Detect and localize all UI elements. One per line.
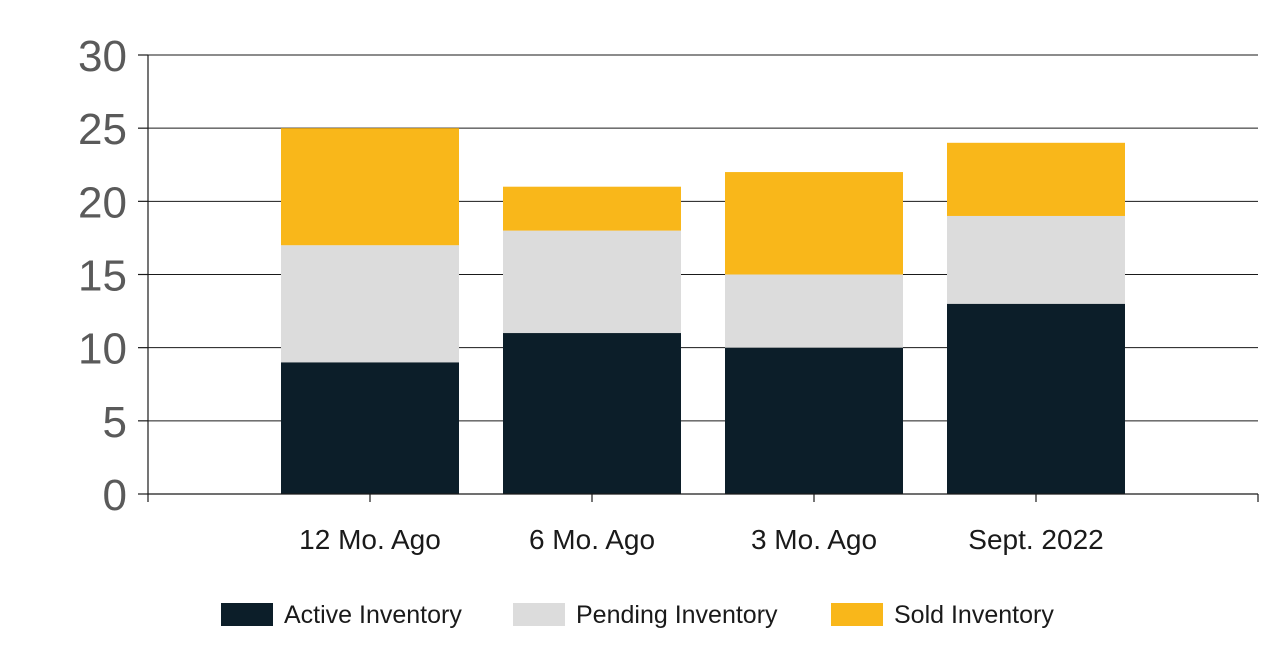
legend-label: Active Inventory — [284, 601, 462, 629]
y-tick-label: 0 — [103, 471, 127, 520]
legend: Active Inventory Pending Inventory Sold In… — [221, 601, 1054, 629]
y-tick-labels: 0 5 10 15 20 25 30 — [78, 32, 127, 520]
bar-segment-sold-inventory — [725, 172, 903, 275]
x-tick-label: Sept. 2022 — [968, 524, 1103, 555]
legend-label: Pending Inventory — [576, 601, 778, 629]
y-tick-label: 30 — [78, 32, 127, 81]
x-tick-label: 3 Mo. Ago — [751, 524, 877, 555]
bar-segment-pending-inventory — [725, 274, 903, 348]
bar-segment-active-inventory — [725, 347, 903, 494]
legend-swatch — [831, 603, 883, 626]
bars — [281, 128, 1125, 494]
x-tick-label: 6 Mo. Ago — [529, 524, 655, 555]
y-tick-label: 10 — [78, 325, 127, 374]
bar-segment-pending-inventory — [503, 230, 681, 334]
y-tick-label: 25 — [78, 105, 127, 154]
bar-segment-pending-inventory — [947, 215, 1125, 304]
y-tick-label: 5 — [103, 398, 127, 447]
bar-segment-active-inventory — [281, 362, 459, 494]
legend-label: Sold Inventory — [894, 601, 1054, 629]
bar-segment-sold-inventory — [503, 186, 681, 231]
legend-swatch — [513, 603, 565, 626]
axes — [138, 54, 1259, 502]
y-tick-label: 20 — [78, 178, 127, 227]
bar-segment-active-inventory — [503, 333, 681, 494]
bar-segment-sold-inventory — [947, 142, 1125, 216]
x-tick-labels: 12 Mo. Ago 6 Mo. Ago 3 Mo. Ago Sept. 2022 — [299, 524, 1104, 555]
bar-segment-sold-inventory — [281, 128, 459, 246]
bar-segment-active-inventory — [947, 303, 1125, 494]
legend-swatch — [221, 603, 273, 626]
y-tick-label: 15 — [78, 252, 127, 301]
bar-segment-pending-inventory — [281, 245, 459, 363]
x-tick-label: 12 Mo. Ago — [299, 524, 441, 555]
